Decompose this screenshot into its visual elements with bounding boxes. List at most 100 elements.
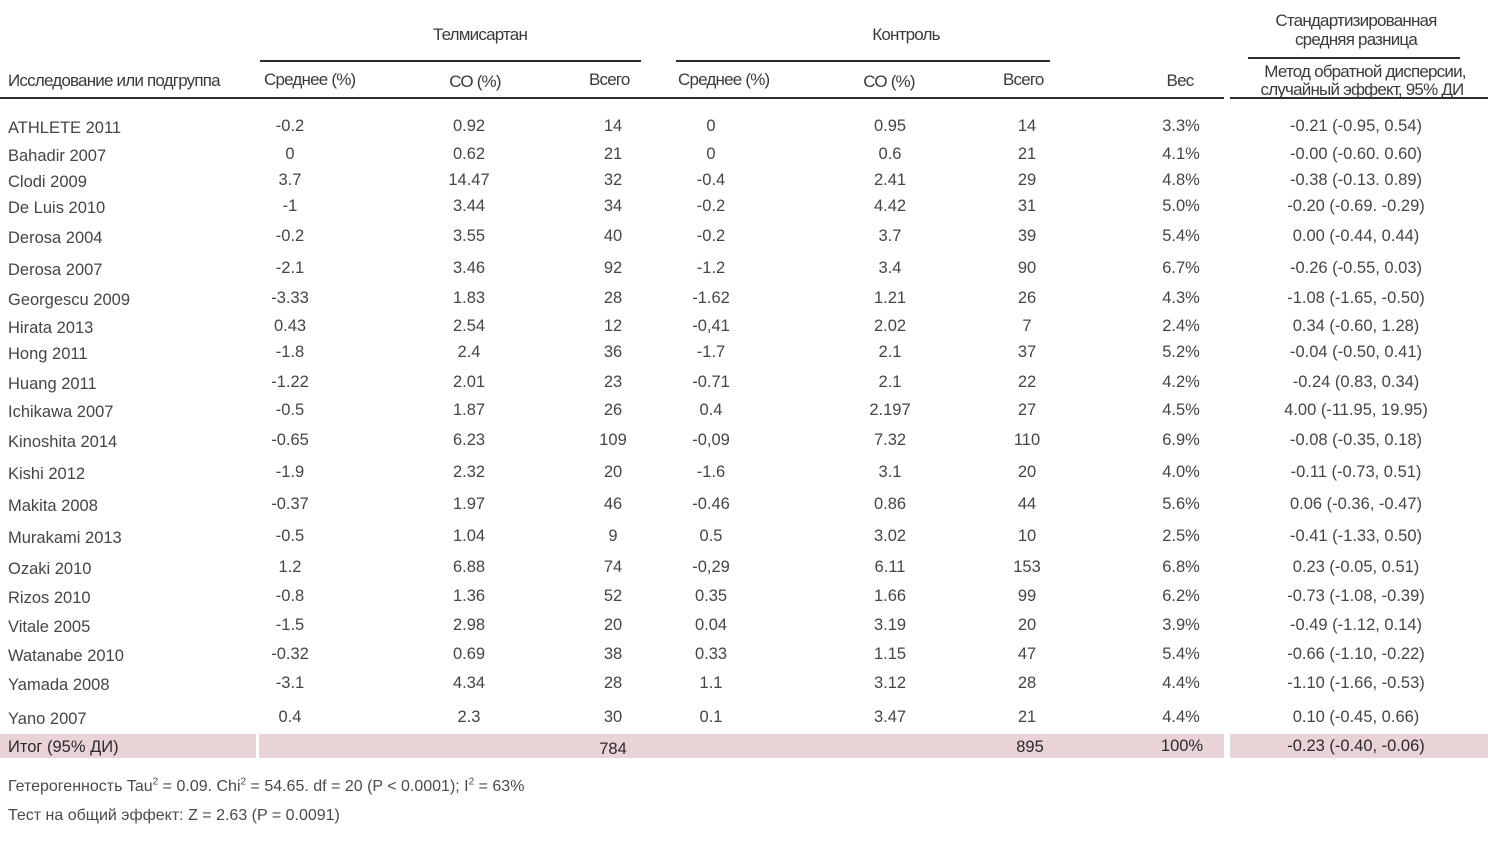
sd1-cell: 1.36 [452, 587, 486, 605]
ci-cell: -0.41 (-1.33, 0.50) [1289, 527, 1423, 545]
mean2-cell: 0 [706, 145, 716, 163]
sd2-cell: 3.12 [873, 674, 907, 692]
sd1-cell: 3.44 [452, 197, 486, 215]
mean1-cell: 0.4 [278, 708, 302, 726]
col-mean1-header: Среднее (%) [264, 70, 356, 89]
total2-cell: 28 [1017, 674, 1037, 692]
total2-cell: 26 [1017, 289, 1037, 307]
sd2-cell: 0.6 [878, 145, 902, 163]
sd1-cell: 6.88 [452, 558, 486, 576]
mean2-cell: 0.35 [694, 587, 728, 605]
sd2-cell: 1.21 [873, 289, 907, 307]
total2-cell: 7 [1022, 317, 1032, 335]
total2-cell: 10 [1017, 527, 1037, 545]
study-name-cell: Yano 2007 [8, 710, 87, 728]
total2-cell: 37 [1017, 343, 1037, 361]
sd2-cell: 2.197 [869, 401, 911, 419]
ci-cell: 0.34 (-0.60, 1.28) [1292, 317, 1420, 335]
weight-cell: 6.8% [1162, 558, 1200, 576]
total1-cell: 26 [603, 401, 623, 419]
weight-cell: 4.4% [1162, 674, 1200, 692]
col-total2-header: Всего [1003, 70, 1044, 89]
study-name-cell: Derosa 2004 [8, 229, 103, 247]
total1-cell: 30 [603, 708, 623, 726]
total1-cell: 28 [603, 674, 623, 692]
total2-cell: 20 [1017, 463, 1037, 481]
sd2-cell: 0.95 [873, 117, 907, 135]
study-name-cell: Hirata 2013 [8, 319, 94, 337]
mean2-cell: -0.46 [692, 495, 730, 513]
sd1-cell: 2.3 [457, 708, 481, 726]
total1-cell: 52 [603, 587, 623, 605]
ci-cell: -0.04 (-0.50, 0.41) [1289, 343, 1423, 361]
smd-title-line1: Стандартизированная [1275, 11, 1437, 30]
mean1-cell: -0.37 [271, 495, 309, 513]
total1-cell: 9 [608, 527, 618, 545]
mean2-cell: 0 [706, 117, 716, 135]
ci-cell: -0.11 (-0.73, 0.51) [1290, 463, 1422, 481]
ci-cell: -0.00 (-0.60. 0.60) [1289, 145, 1423, 163]
sd1-cell: 0.92 [452, 117, 486, 135]
total1-cell: 40 [603, 227, 623, 245]
ci-cell: -0.73 (-1.08, -0.39) [1287, 587, 1425, 605]
het-sup-3: 2 [468, 776, 475, 788]
total2-cell: 22 [1017, 373, 1037, 391]
weight-cell: 5.2% [1162, 343, 1200, 361]
mean2-cell: 0.1 [699, 708, 723, 726]
mean2-cell: 0.4 [699, 401, 723, 419]
mean1-cell: 0.43 [273, 317, 307, 335]
total2-cell: 21 [1017, 708, 1037, 726]
sd1-cell: 1.83 [452, 289, 486, 307]
mean1-cell: 3.7 [278, 171, 302, 189]
total1-cell: 12 [603, 317, 623, 335]
ci-cell: -0.49 (-1.12, 0.14) [1289, 616, 1423, 634]
mean2-cell: -0,29 [692, 558, 730, 576]
mean2-cell: -1.6 [696, 463, 726, 481]
ci-cell: -0.26 (-0.55, 0.03) [1289, 259, 1423, 277]
mean1-cell: -0.5 [275, 401, 305, 419]
mean2-cell: -0,09 [692, 431, 730, 449]
weight-cell: 4.4% [1162, 708, 1200, 726]
total2-cell: 153 [1013, 558, 1041, 576]
sd1-cell: 1.04 [452, 527, 486, 545]
sd2-cell: 6.11 [874, 558, 906, 576]
method-header-line1: Метод обратной дисперсии, [1264, 62, 1466, 81]
ci-cell: -0.08 (-0.35, 0.18) [1289, 431, 1423, 449]
mean1-cell: -0.65 [271, 431, 309, 449]
mean1-cell: -3.1 [275, 674, 305, 692]
mean1-cell: -0.2 [275, 227, 305, 245]
mean2-cell: -1.7 [696, 343, 726, 361]
mean1-cell: -0.8 [275, 587, 305, 605]
header-rule-main-right [1230, 97, 1488, 99]
mean1-cell: -1.8 [275, 343, 305, 361]
ci-cell: 0.06 (-0.36, -0.47) [1289, 495, 1423, 513]
total1-cell: 14 [603, 117, 623, 135]
sd1-cell: 14.47 [448, 171, 490, 189]
weight-cell: 3.9% [1162, 616, 1200, 634]
het-part-d: = 63% [474, 778, 525, 795]
study-name-cell: Vitale 2005 [8, 618, 91, 636]
header-rule-main-left [0, 97, 1224, 99]
total1-cell: 92 [603, 259, 623, 277]
sd2-cell: 3.4 [878, 259, 902, 277]
weight-cell: 2.5% [1162, 527, 1200, 545]
col-total1-header: Всего [589, 70, 630, 89]
total-row-background-right [1230, 734, 1488, 758]
weight-cell: 2.4% [1162, 317, 1200, 335]
total-weight: 100% [1160, 737, 1204, 755]
sd1-cell: 2.01 [452, 373, 486, 391]
sd2-cell: 3.7 [878, 227, 902, 245]
mean2-cell: -0.71 [692, 373, 730, 391]
total1-cell: 109 [599, 431, 627, 449]
total1-cell: 21 [603, 145, 623, 163]
total1-cell: 36 [603, 343, 623, 361]
total2-cell: 110 [1013, 431, 1041, 449]
total2-cell: 44 [1017, 495, 1037, 513]
study-name-cell: Kinoshita 2014 [8, 433, 118, 451]
overall-effect-text: Тест на общий эффект: Z = 2.63 (P = 0.00… [8, 807, 340, 824]
sd2-cell: 4.42 [873, 197, 907, 215]
total2-cell: 90 [1017, 259, 1037, 277]
mean2-cell: -0.2 [696, 197, 726, 215]
weight-cell: 4.3% [1162, 289, 1200, 307]
total1-cell: 74 [603, 558, 623, 576]
